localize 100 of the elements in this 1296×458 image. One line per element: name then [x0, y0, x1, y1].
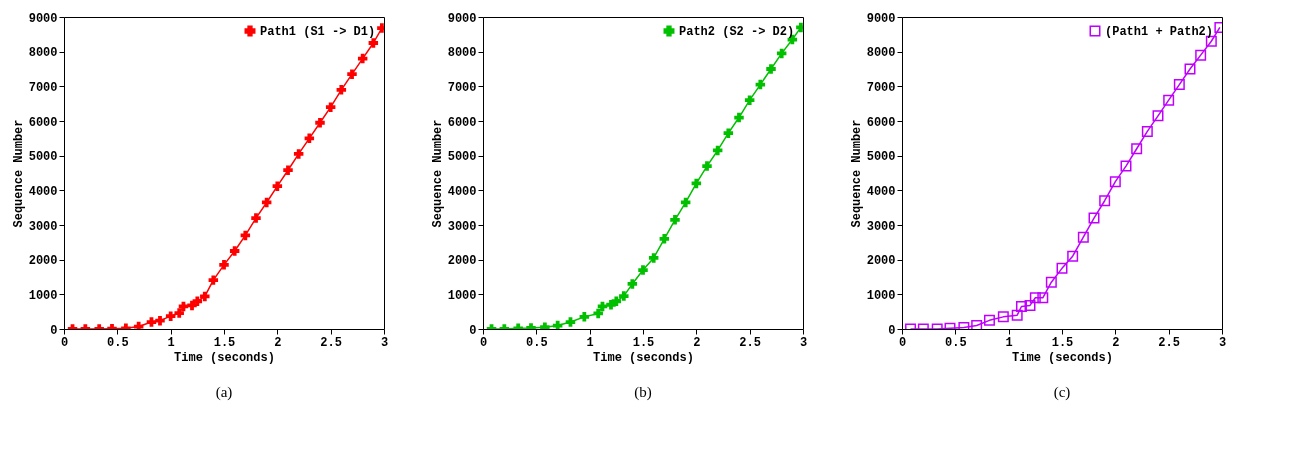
point — [1067, 250, 1079, 262]
point — [155, 315, 165, 326]
y-tick-label: 4000 — [28, 184, 58, 199]
x-tick-label: 2.5 — [1158, 335, 1180, 350]
point — [1184, 63, 1196, 75]
point — [1120, 160, 1132, 172]
x-tick-label: 1.5 — [632, 335, 655, 350]
legend-label: Path1 (S1 -> D1) — [260, 25, 376, 39]
point — [638, 265, 648, 275]
y-tick-label: 7000 — [28, 80, 58, 95]
y-tick-label: 6000 — [447, 115, 477, 130]
point — [1045, 276, 1057, 288]
point — [347, 69, 357, 79]
point — [272, 181, 283, 191]
text: (b) — [634, 384, 652, 401]
point — [611, 296, 622, 307]
point — [336, 85, 347, 95]
x-tick-label: 0 — [60, 335, 69, 350]
point — [293, 149, 304, 159]
x-tick-label: 1 — [167, 335, 175, 350]
y-tick-label: 5000 — [866, 150, 896, 165]
y-tick-label: 7000 — [866, 80, 896, 95]
y-tick-label: 8000 — [28, 46, 58, 61]
y-axis-title: Sequence Number — [11, 119, 26, 228]
point — [133, 321, 144, 329]
x-tick-label: 0 — [479, 335, 488, 350]
x-tick-label: 2 — [693, 335, 701, 350]
point — [723, 128, 734, 138]
y-tick-label: 2000 — [28, 254, 58, 269]
x-axis-title: Time (seconds) — [1012, 350, 1113, 365]
y-tick-label: 2000 — [447, 254, 477, 269]
point — [251, 213, 261, 223]
point — [1015, 300, 1027, 312]
x-tick-label: 1.5 — [1051, 335, 1074, 350]
x-tick-label: 3 — [799, 335, 808, 350]
point — [229, 246, 240, 256]
x-tick-label: 2 — [274, 335, 282, 350]
y-tick-label: 9000 — [866, 11, 896, 26]
y-tick-label: 9000 — [447, 11, 477, 26]
x-axis-title: Time (seconds) — [593, 350, 694, 365]
point — [208, 275, 219, 285]
point — [971, 320, 983, 329]
x-tick-label: 1 — [1005, 335, 1013, 350]
point — [593, 308, 603, 319]
y-tick-label: 5000 — [447, 150, 477, 165]
point — [304, 133, 315, 144]
point — [627, 279, 638, 289]
x-tick-label: 1.5 — [213, 335, 236, 350]
legend-label: Path2 (S2 -> D2) — [679, 25, 795, 39]
y-tick-label: 1000 — [28, 288, 58, 303]
point — [368, 38, 379, 48]
text: (c) — [1053, 384, 1071, 401]
y-tick-label: 8000 — [866, 46, 896, 61]
point — [552, 320, 563, 329]
y-tick-label: 4000 — [447, 184, 477, 199]
point — [165, 311, 176, 321]
y-axis-title: Sequence Number — [430, 119, 445, 228]
legend-label: (Path1 + Path2) — [1105, 25, 1214, 39]
point — [997, 311, 1009, 323]
x-axis-title: Time (seconds) — [174, 350, 275, 365]
y-tick-label: 9000 — [28, 11, 58, 26]
point — [648, 253, 659, 263]
point — [325, 102, 336, 112]
point — [1173, 79, 1185, 91]
point — [565, 317, 576, 327]
y-tick-label: 7000 — [447, 80, 477, 95]
point — [1141, 125, 1153, 137]
point — [734, 112, 744, 123]
y-tick-label: 6000 — [866, 115, 896, 130]
point — [174, 308, 184, 318]
y-tick-label: 5000 — [28, 150, 58, 165]
point — [1056, 262, 1068, 274]
point — [1077, 231, 1089, 243]
x-tick-label: 2.5 — [320, 335, 342, 350]
x-tick-label: 0.5 — [526, 335, 548, 350]
x-tick-label: 1 — [586, 335, 594, 350]
y-tick-label: 0 — [50, 323, 58, 338]
point — [1131, 143, 1143, 155]
point — [659, 234, 670, 244]
point — [619, 291, 629, 301]
point — [1011, 309, 1023, 321]
point — [1195, 49, 1207, 61]
point — [983, 314, 995, 326]
y-tick-label: 3000 — [28, 219, 58, 234]
point — [1029, 292, 1041, 304]
x-tick-label: 2.5 — [739, 335, 761, 350]
point — [1024, 299, 1036, 311]
point — [1152, 110, 1164, 122]
x-tick-label: 0 — [898, 335, 907, 350]
point — [1099, 195, 1111, 207]
y-axis-title: Sequence Number — [849, 119, 864, 228]
y-tick-label: 1000 — [866, 288, 896, 303]
x-tick-label: 2 — [1112, 335, 1120, 350]
text: (a) — [215, 384, 233, 401]
point — [1088, 212, 1100, 224]
point — [1109, 176, 1121, 188]
y-tick-label: 6000 — [28, 115, 58, 130]
y-tick-label: 1000 — [447, 288, 477, 303]
point — [315, 117, 325, 128]
point — [1163, 94, 1175, 106]
